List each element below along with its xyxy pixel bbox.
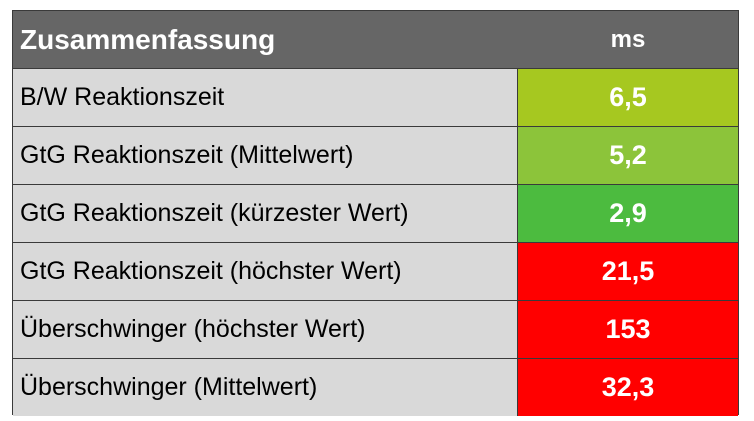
table-header: Zusammenfassung ms bbox=[13, 11, 738, 68]
table-row: GtG Reaktionszeit (höchster Wert) 21,5 bbox=[13, 242, 738, 300]
row-value: 6,5 bbox=[518, 69, 738, 126]
table-row: B/W Reaktionszeit 6,5 bbox=[13, 68, 738, 126]
header-title: Zusammenfassung bbox=[20, 23, 276, 55]
row-label: Überschwinger (höchster Wert) bbox=[13, 301, 518, 358]
summary-table: Zusammenfassung ms B/W Reaktionszeit 6,5… bbox=[12, 10, 739, 416]
table-row: Überschwinger (Mittelwert) 32,3 bbox=[13, 358, 738, 416]
row-value: 5,2 bbox=[518, 127, 738, 184]
row-value: 32,3 bbox=[518, 359, 738, 416]
row-label: Überschwinger (Mittelwert) bbox=[13, 359, 518, 416]
header-unit: ms bbox=[610, 25, 646, 53]
row-label: GtG Reaktionszeit (höchster Wert) bbox=[13, 243, 518, 300]
row-value: 21,5 bbox=[518, 243, 738, 300]
table-row: GtG Reaktionszeit (kürzester Wert) 2,9 bbox=[13, 184, 738, 242]
row-label: B/W Reaktionszeit bbox=[13, 69, 518, 126]
row-value: 2,9 bbox=[518, 185, 738, 242]
table-row: Überschwinger (höchster Wert) 153 bbox=[13, 300, 738, 358]
row-label: GtG Reaktionszeit (Mittelwert) bbox=[13, 127, 518, 184]
table-row: GtG Reaktionszeit (Mittelwert) 5,2 bbox=[13, 126, 738, 184]
row-value: 153 bbox=[518, 301, 738, 358]
row-label: GtG Reaktionszeit (kürzester Wert) bbox=[13, 185, 518, 242]
